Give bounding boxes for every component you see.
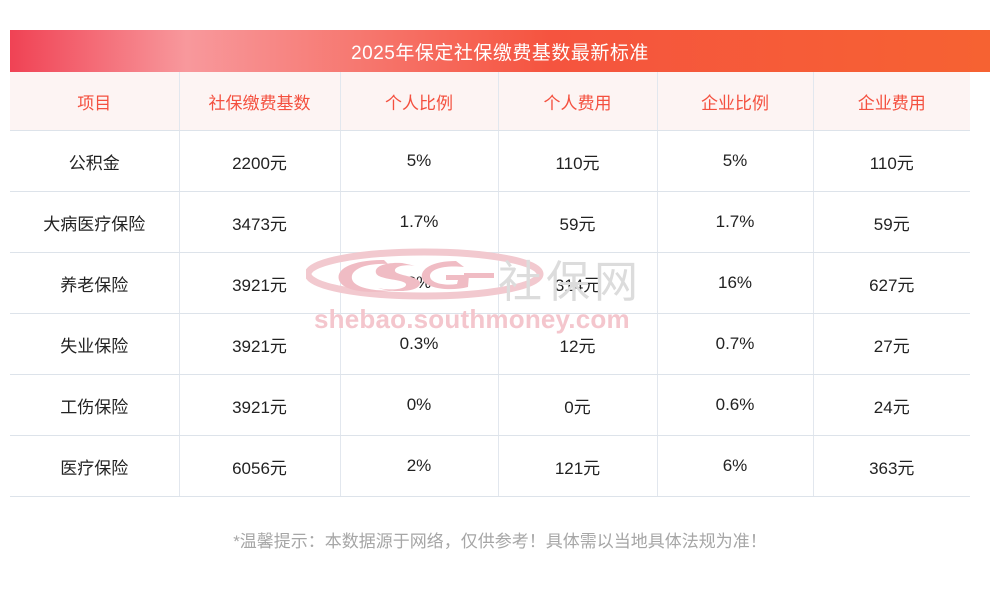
- table-head: 项目 社保缴费基数 个人比例 个人费用 企业比例 企业费用: [10, 72, 970, 131]
- table-body: 公积金 2200元 5% 110元 5% 110元 大病医疗保险 3473元 1…: [10, 130, 970, 497]
- table-row: 工伤保险 3921元 0% 0元 0.6% 24元: [10, 374, 970, 436]
- cell-company-fee: 627元: [813, 252, 970, 314]
- cell-company-rate: 1.7%: [657, 191, 814, 253]
- cell-personal-fee: 314元: [498, 252, 658, 314]
- title-banner: 2025年保定社保缴费基数最新标准: [10, 30, 990, 72]
- cell-company-fee: 363元: [813, 435, 970, 497]
- cell-base: 3473元: [179, 191, 341, 253]
- cell-personal-rate: 1.7%: [340, 191, 499, 253]
- cell-personal-fee: 0元: [498, 374, 658, 436]
- cell-item: 失业保险: [10, 313, 180, 375]
- cell-company-rate: 0.6%: [657, 374, 814, 436]
- cell-item: 工伤保险: [10, 374, 180, 436]
- cell-base: 6056元: [179, 435, 341, 497]
- cell-personal-rate: 0%: [340, 374, 499, 436]
- cell-company-fee: 110元: [813, 130, 970, 192]
- table-row: 养老保险 3921元 8% 314元 16% 627元: [10, 252, 970, 314]
- cell-base: 3921元: [179, 252, 341, 314]
- cell-item: 公积金: [10, 130, 180, 192]
- cell-base: 3921元: [179, 313, 341, 375]
- column-header-company-fee: 企业费用: [813, 72, 970, 131]
- cell-item: 大病医疗保险: [10, 191, 180, 253]
- cell-company-fee: 59元: [813, 191, 970, 253]
- social-insurance-table: 项目 社保缴费基数 个人比例 个人费用 企业比例 企业费用 公积金 2200元 …: [10, 72, 970, 497]
- column-header-item: 项目: [10, 72, 180, 131]
- footer-note: *温馨提示：本数据源于网络，仅供参考！具体需以当地具体法规为准！: [233, 532, 767, 551]
- table-row: 医疗保险 6056元 2% 121元 6% 363元: [10, 435, 970, 497]
- cell-personal-rate: 2%: [340, 435, 499, 497]
- cell-personal-fee: 12元: [498, 313, 658, 375]
- cell-personal-rate: 8%: [340, 252, 499, 314]
- cell-company-rate: 6%: [657, 435, 814, 497]
- table-row: 公积金 2200元 5% 110元 5% 110元: [10, 130, 970, 192]
- cell-company-rate: 0.7%: [657, 313, 814, 375]
- cell-personal-fee: 59元: [498, 191, 658, 253]
- cell-personal-fee: 121元: [498, 435, 658, 497]
- cell-item: 医疗保险: [10, 435, 180, 497]
- column-header-base: 社保缴费基数: [179, 72, 341, 131]
- table-container: 项目 社保缴费基数 个人比例 个人费用 企业比例 企业费用 公积金 2200元 …: [10, 72, 970, 497]
- cell-company-fee: 27元: [813, 313, 970, 375]
- cell-base: 3921元: [179, 374, 341, 436]
- column-header-company-rate: 企业比例: [657, 72, 814, 131]
- cell-personal-fee: 110元: [498, 130, 658, 192]
- cell-base: 2200元: [179, 130, 341, 192]
- table-row: 大病医疗保险 3473元 1.7% 59元 1.7% 59元: [10, 191, 970, 253]
- cell-company-fee: 24元: [813, 374, 970, 436]
- cell-personal-rate: 0.3%: [340, 313, 499, 375]
- cell-company-rate: 16%: [657, 252, 814, 314]
- cell-item: 养老保险: [10, 252, 180, 314]
- table-row: 失业保险 3921元 0.3% 12元 0.7% 27元: [10, 313, 970, 375]
- column-header-personal-rate: 个人比例: [340, 72, 499, 131]
- page-title: 2025年保定社保缴费基数最新标准: [351, 42, 649, 64]
- cell-personal-rate: 5%: [340, 130, 499, 192]
- table-header-row: 项目 社保缴费基数 个人比例 个人费用 企业比例 企业费用: [10, 72, 970, 131]
- column-header-personal-fee: 个人费用: [498, 72, 658, 131]
- cell-company-rate: 5%: [657, 130, 814, 192]
